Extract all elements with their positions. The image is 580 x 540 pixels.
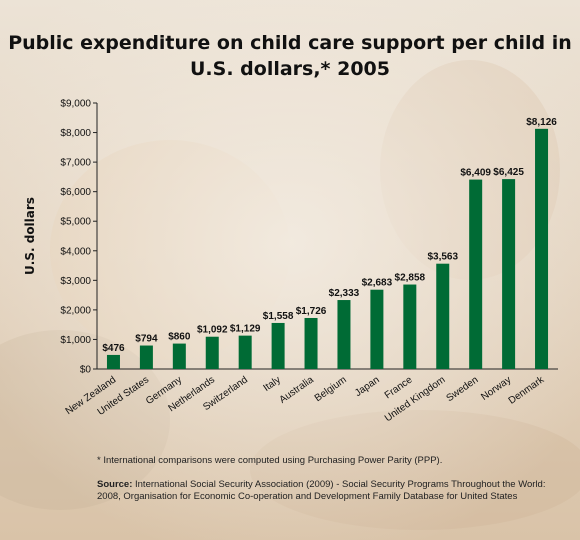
- y-axis: $0 $1,000 $2,000 $3,000 $4,000 $5,000 $6,000 $7…: [60, 99, 558, 376]
- y-tick-label: $4,000: [60, 246, 91, 257]
- bar: [436, 263, 450, 369]
- y-axis-label: U.S. dollars: [23, 197, 37, 275]
- bar-value-label: $1,092: [197, 325, 228, 336]
- source-text: International Social Security Associatio…: [97, 479, 546, 502]
- bars: $476 $794 $860 $1,092 $1,129$1,558 $1,726$2,3…: [102, 117, 557, 369]
- x-tick-label: United Kingdom: [383, 374, 448, 424]
- x-tick-label: Denmark: [507, 374, 547, 407]
- bar-value-label: $2,333: [329, 288, 360, 299]
- y-tick-label: $0: [80, 365, 92, 376]
- x-tick-label: Italy: [261, 374, 282, 394]
- bar: [337, 300, 351, 369]
- chart-title-line-1: Public expenditure on child care support…: [8, 32, 572, 54]
- bar-value-label: $2,683: [362, 278, 393, 289]
- y-tick-label: $5,000: [60, 217, 91, 228]
- bar-value-label: $794: [135, 334, 158, 345]
- x-tick-label: Australia: [278, 374, 317, 406]
- bar: [502, 179, 516, 369]
- source-label: Source:: [97, 479, 133, 490]
- bar: [139, 345, 153, 369]
- bar: [469, 179, 483, 369]
- x-tick-label: Belgium: [313, 374, 349, 404]
- y-tick-label: $1,000: [60, 335, 91, 346]
- bar: [535, 128, 549, 369]
- bar: [172, 343, 186, 369]
- bar: [271, 322, 285, 369]
- bar: [238, 335, 252, 369]
- x-tick-label: Japan: [353, 374, 382, 399]
- bar: [106, 354, 120, 369]
- y-tick-label: $2,000: [60, 305, 91, 316]
- bar-value-label: $8,126: [526, 117, 557, 128]
- footnote: * International comparisons were compute…: [97, 455, 443, 466]
- bar-value-label: $860: [168, 332, 191, 343]
- y-tick-label: $9,000: [60, 99, 91, 110]
- y-tick-label: $6,000: [60, 187, 91, 198]
- bar-value-label: $476: [102, 343, 125, 354]
- bar-value-label: $6,409: [460, 168, 491, 179]
- chart-title: Public expenditure on child care support…: [0, 30, 580, 82]
- bar-chart: $0 $1,000 $2,000 $3,000 $4,000 $5,000 $6,000 $7…: [23, 99, 558, 424]
- y-tick-label: $3,000: [60, 276, 91, 287]
- chart-title-line-2: U.S. dollars,* 2005: [190, 58, 390, 80]
- bar: [370, 289, 384, 369]
- bar-value-label: $6,425: [493, 167, 524, 178]
- bar-value-label: $1,129: [230, 324, 261, 335]
- bar-value-label: $2,858: [395, 273, 426, 284]
- y-tick-label: $8,000: [60, 128, 91, 139]
- bar-value-label: $3,563: [427, 252, 458, 263]
- x-tick-label: Sweden: [444, 374, 480, 404]
- y-tick-label: $7,000: [60, 158, 91, 169]
- bar-value-label: $1,726: [296, 306, 327, 317]
- bar-value-label: $1,558: [263, 311, 294, 322]
- source-note: Source: International Social Security As…: [97, 479, 567, 503]
- bar: [403, 284, 417, 369]
- bar: [205, 336, 219, 369]
- bar: [304, 317, 318, 369]
